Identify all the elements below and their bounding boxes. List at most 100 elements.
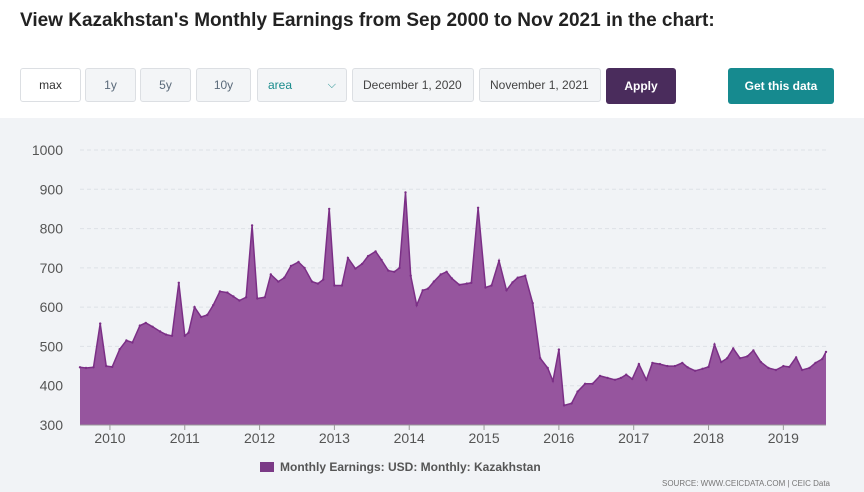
data-point[interactable]	[316, 282, 320, 285]
data-point[interactable]	[398, 266, 401, 270]
data-point[interactable]	[256, 297, 259, 300]
range-5y-button[interactable]: 5y	[140, 68, 191, 102]
data-point[interactable]	[767, 366, 770, 370]
data-point[interactable]	[505, 289, 508, 292]
data-point[interactable]	[177, 281, 180, 284]
data-point[interactable]	[732, 347, 735, 350]
data-point[interactable]	[720, 360, 723, 364]
data-point[interactable]	[782, 364, 785, 368]
data-point[interactable]	[445, 270, 448, 273]
data-point[interactable]	[200, 315, 203, 319]
data-point[interactable]	[346, 256, 350, 260]
data-point[interactable]	[131, 341, 134, 344]
data-point[interactable]	[800, 368, 804, 372]
data-point[interactable]	[788, 365, 791, 369]
data-point[interactable]	[539, 357, 542, 360]
chart-legend[interactable]: Monthly Earnings: USD: Monthly: Kazakhst…	[260, 460, 541, 474]
data-point[interactable]	[354, 267, 357, 270]
data-point[interactable]	[218, 290, 222, 293]
data-point[interactable]	[99, 322, 102, 325]
data-point[interactable]	[637, 362, 641, 366]
data-point[interactable]	[774, 368, 778, 372]
data-point[interactable]	[576, 390, 579, 393]
data-point[interactable]	[238, 299, 241, 302]
data-point[interactable]	[277, 280, 280, 283]
data-point[interactable]	[746, 355, 749, 358]
data-point[interactable]	[333, 284, 336, 287]
data-point[interactable]	[613, 378, 617, 381]
data-point[interactable]	[415, 304, 418, 307]
range-1y-button[interactable]: 1y	[85, 68, 136, 102]
data-point[interactable]	[78, 366, 82, 369]
data-point[interactable]	[158, 330, 162, 333]
data-point[interactable]	[707, 365, 710, 369]
get-data-button[interactable]: Get this data	[728, 68, 834, 104]
data-point[interactable]	[303, 266, 306, 270]
data-point[interactable]	[759, 360, 763, 364]
data-point[interactable]	[105, 364, 108, 368]
data-point[interactable]	[570, 402, 573, 405]
data-point[interactable]	[484, 286, 487, 289]
data-point[interactable]	[283, 276, 286, 279]
data-point[interactable]	[606, 376, 609, 380]
data-point[interactable]	[226, 291, 229, 294]
data-point[interactable]	[432, 280, 436, 283]
date-from-field[interactable]: December 1, 2020	[352, 68, 474, 102]
data-point[interactable]	[206, 313, 209, 317]
data-point[interactable]	[297, 260, 300, 264]
data-point[interactable]	[631, 377, 634, 381]
data-point[interactable]	[421, 289, 424, 292]
data-point[interactable]	[187, 331, 190, 334]
data-point[interactable]	[651, 361, 654, 365]
data-point[interactable]	[619, 376, 623, 380]
data-point[interactable]	[511, 281, 514, 284]
data-point[interactable]	[289, 264, 293, 268]
data-point[interactable]	[84, 366, 88, 370]
data-point[interactable]	[310, 280, 314, 283]
data-point[interactable]	[738, 357, 742, 360]
apply-button[interactable]: Apply	[606, 68, 676, 104]
data-point[interactable]	[393, 270, 396, 273]
data-point[interactable]	[591, 382, 594, 385]
data-point[interactable]	[263, 296, 266, 299]
range-10y-button[interactable]: 10y	[196, 68, 251, 102]
date-to-field[interactable]: November 1, 2021	[479, 68, 601, 102]
data-point[interactable]	[111, 365, 114, 369]
data-point[interactable]	[808, 366, 811, 370]
data-point[interactable]	[374, 250, 377, 253]
data-point[interactable]	[450, 277, 454, 280]
data-point[interactable]	[125, 339, 128, 342]
data-point[interactable]	[726, 357, 729, 360]
data-point[interactable]	[752, 349, 755, 352]
data-point[interactable]	[583, 382, 587, 385]
range-max-button[interactable]: max	[20, 68, 81, 102]
data-point[interactable]	[340, 284, 344, 287]
data-point[interactable]	[598, 374, 602, 378]
data-point[interactable]	[551, 379, 555, 383]
data-point[interactable]	[531, 302, 534, 305]
chart-type-select[interactable]: area ⌵	[257, 68, 347, 102]
data-point[interactable]	[183, 334, 186, 337]
data-point[interactable]	[360, 262, 364, 266]
data-point[interactable]	[151, 325, 154, 328]
data-point[interactable]	[524, 274, 527, 277]
data-point[interactable]	[666, 364, 669, 368]
data-point[interactable]	[546, 366, 549, 370]
data-point[interactable]	[212, 304, 215, 307]
data-point[interactable]	[269, 273, 272, 276]
data-point[interactable]	[118, 348, 121, 351]
data-point[interactable]	[693, 369, 697, 372]
data-point[interactable]	[814, 361, 817, 365]
data-point[interactable]	[673, 364, 677, 368]
data-point[interactable]	[144, 321, 147, 325]
data-point[interactable]	[625, 373, 628, 376]
data-point[interactable]	[232, 295, 235, 298]
data-point[interactable]	[404, 191, 407, 194]
data-point[interactable]	[645, 378, 648, 381]
data-point[interactable]	[409, 274, 412, 277]
data-point[interactable]	[458, 283, 461, 286]
data-point[interactable]	[439, 273, 442, 276]
data-point[interactable]	[658, 362, 662, 366]
data-point[interactable]	[322, 278, 325, 281]
data-point[interactable]	[387, 269, 390, 272]
